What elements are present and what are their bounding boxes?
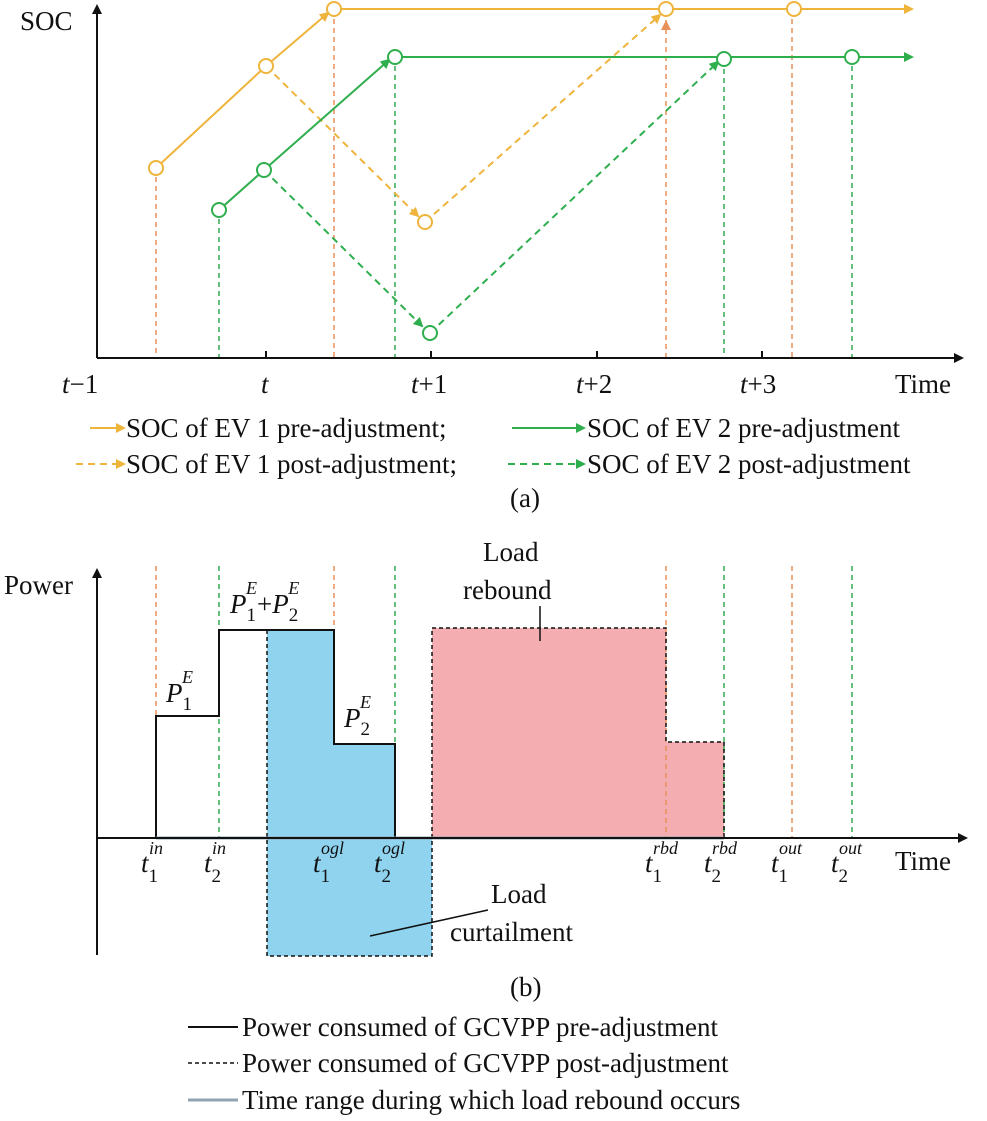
- ev2-marker: [716, 51, 732, 67]
- load-rebound-label-1: Load: [483, 537, 539, 567]
- ev1-markers: [148, 1, 802, 230]
- panel-a-guides: [155, 10, 853, 358]
- legend-range-text: Time range during which load rebound occ…: [242, 1085, 740, 1115]
- ev1-marker: [786, 1, 802, 17]
- tick-a-2: t+1: [411, 369, 447, 399]
- tick-a-4: t+3: [740, 369, 776, 399]
- legend-a: SOC of EV 1 pre-adjustment; SOC of EV 2 …: [76, 413, 911, 513]
- caption-a: (a): [510, 483, 540, 513]
- tick-a-0: t−1: [62, 369, 98, 399]
- tick-b-t2-in: t2in: [204, 838, 226, 887]
- tick-b-t1-out: t1out: [771, 838, 803, 887]
- ev1-pre-series: [155, 4, 914, 169]
- ev1-post-series: [265, 13, 662, 223]
- load-rebound-region: [432, 628, 666, 838]
- axis-b-y-label: Power: [4, 570, 73, 600]
- axis-a-y-label: SOC: [20, 6, 73, 36]
- tick-b-t1-ogl: t1ogl: [313, 838, 344, 887]
- tick-a-3: t+2: [576, 369, 612, 399]
- label-p2e: P2E: [343, 692, 371, 740]
- power-post-adjustment: [266, 627, 725, 957]
- ev2-post-series: [263, 60, 720, 334]
- ev2-markers: [211, 49, 860, 341]
- tick-b-t2-ogl: t2ogl: [374, 838, 405, 887]
- ev2-marker: [422, 325, 438, 341]
- ev1-marker: [148, 160, 164, 176]
- load-curtailment-region-p2: [334, 744, 395, 838]
- caption-b: (b): [510, 972, 541, 1002]
- ev2-marker: [387, 49, 403, 65]
- axis-b-x-label: Time: [895, 846, 951, 876]
- legend-ev2-pre-text: SOC of EV 2 pre-adjustment: [587, 413, 900, 443]
- panel-a: SOC Time t−1 t t+1 t+2 t+3: [20, 1, 964, 513]
- ev2-marker: [844, 49, 860, 65]
- legend-post-text: Power consumed of GCVPP post-adjustment: [242, 1048, 729, 1078]
- ev2-marker: [256, 162, 272, 178]
- legend-ev1-pre-text: SOC of EV 1 pre-adjustment;: [126, 413, 446, 443]
- ev1-marker: [326, 1, 342, 17]
- panel-b: Power Time P1E P1E+P2E P2E Load rebound …: [4, 537, 968, 1115]
- axis-a-ticks: [265, 351, 763, 358]
- ev2-marker: [211, 202, 227, 218]
- load-rebound-label-2: rebound: [463, 575, 552, 605]
- tick-a-1: t: [261, 369, 270, 399]
- ev1-marker: [258, 58, 274, 74]
- tick-b-t2-rbd: t2rbd: [704, 838, 738, 887]
- label-p1e: P1E: [165, 667, 193, 715]
- ev2-pre-series: [218, 52, 914, 211]
- legend-b: Power consumed of GCVPP pre-adjustment P…: [188, 1012, 740, 1115]
- tick-b-t1-in: t1in: [141, 838, 163, 887]
- power-pre-adjustment: [155, 629, 396, 838]
- ev1-marker: [658, 1, 674, 17]
- load-curtailment-label-1: Load: [491, 879, 547, 909]
- load-curtailment-region-upper: [267, 630, 334, 838]
- load-rebound-region-tail: [666, 742, 724, 838]
- load-curtailment-pointer: [369, 909, 489, 937]
- tick-b-t1-rbd: t1rbd: [645, 838, 679, 887]
- axis-a-x-label: Time: [895, 369, 951, 399]
- legend-ev1-post-text: SOC of EV 1 post-adjustment;: [126, 449, 457, 479]
- legend-ev2-post-text: SOC of EV 2 post-adjustment: [587, 449, 911, 479]
- load-curtailment-region-lower: [267, 838, 432, 956]
- label-p1e-plus-p2e: P1E+P2E: [229, 578, 299, 626]
- tick-b-t2-out: t2out: [831, 838, 863, 887]
- ev1-marker: [417, 214, 433, 230]
- legend-pre-text: Power consumed of GCVPP pre-adjustment: [242, 1012, 718, 1042]
- load-curtailment-label-2: curtailment: [450, 917, 573, 947]
